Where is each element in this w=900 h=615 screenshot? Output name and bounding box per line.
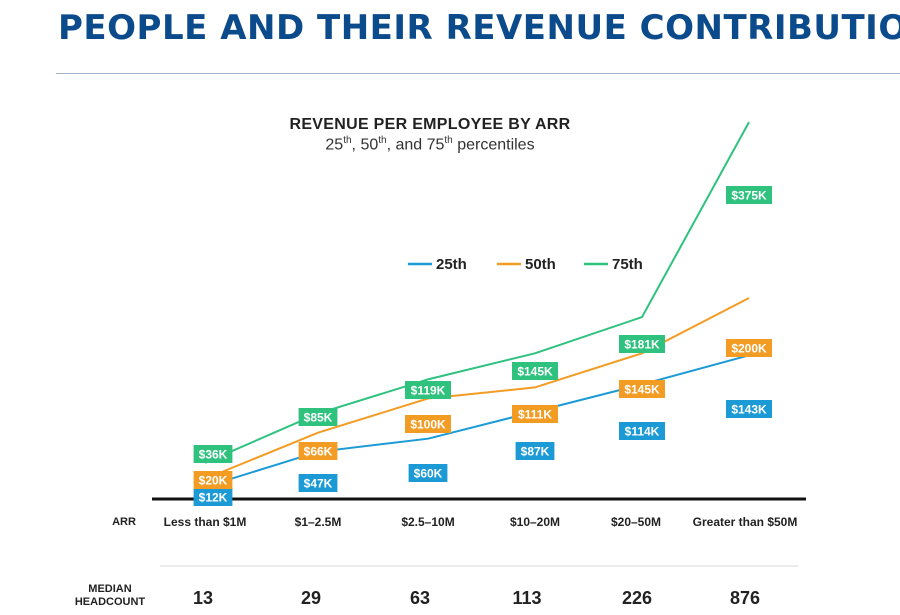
data-label-box [512, 362, 558, 380]
data-label-25th-0: $12K [193, 488, 233, 506]
data-label-text: $375K [731, 189, 767, 203]
title-divider [56, 73, 900, 74]
data-label-75th-5: $375K [726, 186, 772, 204]
data-label-50th-1: $66K [298, 442, 338, 460]
data-label-text: $111K [518, 408, 552, 422]
data-label-text: $60K [414, 467, 443, 481]
data-label-text: $145K [517, 365, 553, 379]
data-label-box [619, 335, 665, 353]
data-label-25th-1: $47K [298, 474, 338, 492]
series-line-25th [204, 354, 750, 488]
headcount-value: 29 [301, 588, 321, 608]
data-label-75th-0: $36K [193, 445, 233, 463]
subtitle-sup: th [378, 135, 387, 146]
headcount-label-line1: MEDIAN [88, 583, 131, 595]
data-label-box [408, 464, 448, 482]
headcount-value: 63 [410, 588, 430, 608]
data-label-25th-4: $114K [619, 422, 665, 440]
headcount-value: 226 [622, 588, 652, 608]
data-label-text: $200K [731, 342, 767, 356]
category-label: $20–50M [611, 515, 661, 529]
data-label-box [405, 381, 451, 399]
headcount-label-line2: HEADCOUNT [75, 596, 146, 608]
category-label: $10–20M [510, 515, 560, 529]
page-title: PEOPLE AND THEIR REVENUE CONTRIBUTION [58, 8, 900, 48]
data-label-50th-2: $100K [405, 415, 451, 433]
data-label-box [298, 442, 338, 460]
chart-subtitle: 25th, 50th, and 75th percentiles [200, 135, 660, 154]
data-label-box [405, 415, 451, 433]
data-label-50th-0: $20K [193, 471, 233, 489]
subtitle-sup: th [444, 135, 453, 146]
data-label-text: $143K [731, 403, 767, 417]
x-axis-label: ARR [112, 516, 136, 528]
data-label-text: $85K [304, 411, 333, 425]
headcount-values: 13 29 63 113 226 876 [193, 588, 760, 608]
subtitle-sup: th [343, 135, 352, 146]
data-label-box [619, 422, 665, 440]
data-label-box [515, 442, 555, 460]
data-label-box [619, 380, 665, 398]
series-line-50th [204, 297, 750, 480]
data-label-box [298, 474, 338, 492]
data-label-75th-2: $119K [405, 381, 451, 399]
headcount-value: 876 [730, 588, 760, 608]
data-label-box [726, 400, 772, 418]
category-label: Greater than $50M [693, 515, 798, 529]
legend: 25th 50th 75th [408, 256, 643, 273]
data-label-25th-5: $143K [726, 400, 772, 418]
data-label-75th-3: $145K [512, 362, 558, 380]
data-label-50th-4: $145K [619, 380, 665, 398]
legend-label-75th: 75th [612, 256, 643, 273]
data-label-box [193, 445, 233, 463]
subtitle-part: , 50 [351, 136, 379, 154]
category-labels: Less than $1M $1–2.5M $2.5–10M $10–20M $20–5… [164, 515, 798, 529]
subtitle-part: 25 [325, 136, 344, 154]
data-label-layer: $12K $47K $60K $87K $114K $143K $20K $66K $100K $… [193, 186, 772, 506]
data-label-box [298, 408, 338, 426]
legend-label-25th: 25th [436, 256, 467, 273]
data-label-25th-3: $87K [515, 442, 555, 460]
data-label-50th-5: $200K [726, 339, 772, 357]
data-label-text: $114K [625, 425, 660, 439]
data-label-text: $20K [199, 474, 228, 488]
data-label-text: $36K [199, 448, 228, 462]
series-line-75th [204, 121, 750, 464]
subtitle-part: , and 75 [386, 136, 445, 154]
category-label: Less than $1M [164, 515, 247, 529]
data-label-25th-2: $60K [408, 464, 448, 482]
data-label-text: $181K [624, 338, 660, 352]
category-label: $1–2.5M [295, 515, 342, 529]
legend-label-50th: 50th [525, 256, 556, 273]
data-label-50th-3: $111K [512, 405, 558, 423]
data-label-text: $12K [199, 491, 228, 505]
data-label-box [193, 488, 233, 506]
data-label-box [726, 339, 772, 357]
data-label-75th-1: $85K [298, 408, 338, 426]
data-label-75th-4: $181K [619, 335, 665, 353]
data-label-text: $66K [304, 445, 333, 459]
headcount-value: 13 [193, 588, 213, 608]
data-label-box [193, 471, 233, 489]
data-label-text: $145K [624, 383, 660, 397]
category-label: $2.5–10M [401, 515, 454, 529]
data-label-box [726, 186, 772, 204]
data-label-text: $119K [411, 384, 446, 398]
data-label-box [512, 405, 558, 423]
subtitle-part: percentiles [452, 136, 535, 154]
data-label-text: $47K [304, 477, 333, 491]
headcount-value: 113 [512, 588, 541, 608]
series-layer [204, 121, 750, 488]
data-label-text: $87K [521, 445, 550, 459]
chart-title: REVENUE PER EMPLOYEE BY ARR [289, 116, 571, 133]
data-label-text: $100K [410, 418, 446, 432]
